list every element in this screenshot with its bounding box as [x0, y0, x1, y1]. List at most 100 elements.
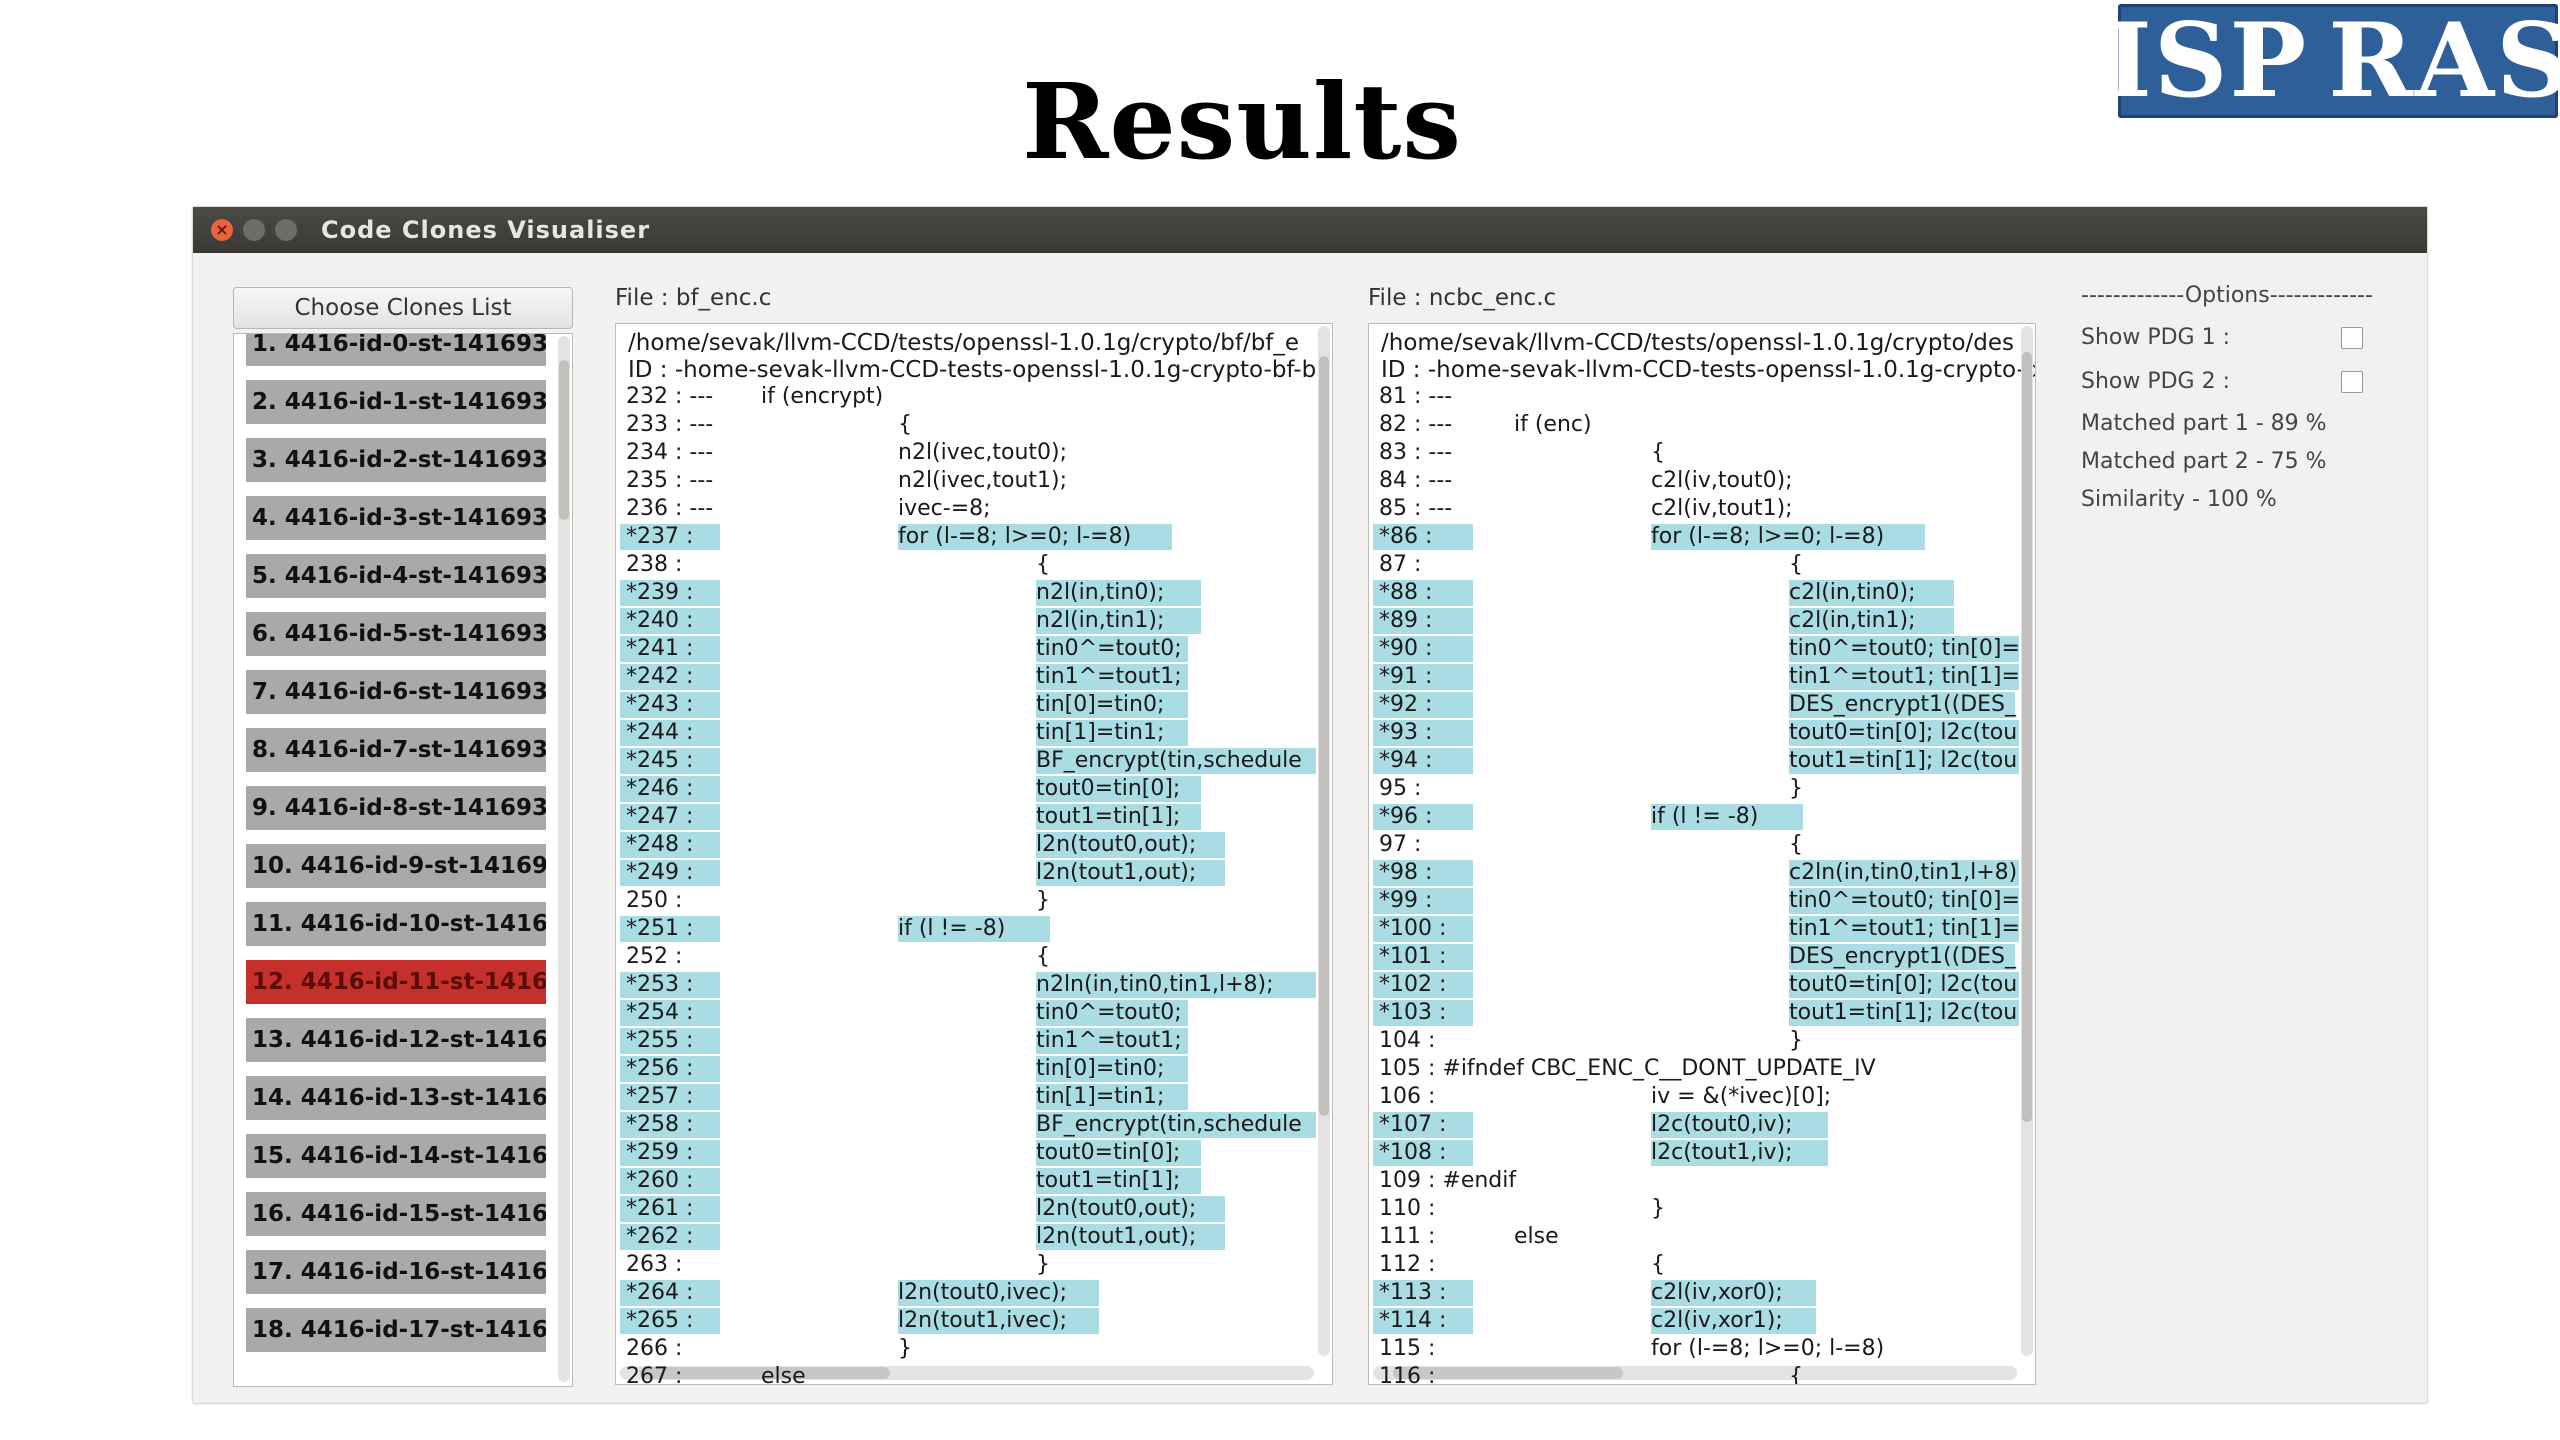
code-line-highlight — [1789, 1000, 2019, 1026]
code-line-text: if (l != -8) — [898, 916, 1006, 941]
clone-list-item[interactable]: 10. 4416-id-9-st-14169303 — [246, 844, 546, 888]
code-panel-1-vscrollbar[interactable] — [1318, 326, 1330, 1356]
choose-clones-list-button[interactable]: Choose Clones List — [233, 287, 573, 329]
close-icon[interactable]: × — [211, 219, 233, 241]
code-panel-2-hscroll-thumb[interactable] — [1393, 1367, 1623, 1379]
code-line-text: tin0^=tout0; — [1036, 1000, 1182, 1025]
clone-list-item[interactable]: 14. 4416-id-13-st-1416930 — [246, 1076, 546, 1120]
code-panel-2[interactable]: /home/sevak/llvm-CCD/tests/openssl-1.0.1… — [1368, 323, 2036, 1385]
code-line-number-highlight — [1373, 692, 1473, 718]
code-panel-1[interactable]: /home/sevak/llvm-CCD/tests/openssl-1.0.1… — [615, 323, 1333, 1385]
code-line-text: tin1^=tout1; tin[1]= — [1789, 664, 2020, 689]
minimize-icon[interactable] — [243, 219, 265, 241]
code-line-number: 106 : — [1379, 1084, 1436, 1109]
code-panel-2-vscroll-thumb[interactable] — [2022, 352, 2032, 1122]
file1-path: /home/sevak/llvm-CCD/tests/openssl-1.0.1… — [628, 330, 1300, 356]
code-line-number: *113 : — [1379, 1280, 1447, 1305]
code-line-number: *107 : — [1379, 1112, 1447, 1137]
code-line-text: l2c(tout1,iv); — [1651, 1140, 1793, 1165]
code-line-number-highlight — [620, 1084, 720, 1110]
app-window: × Code Clones Visualiser Choose Clones L… — [193, 207, 2427, 1403]
logo-text-ras: RAS — [2328, 1, 2560, 121]
clone-list-item[interactable]: 13. 4416-id-12-st-1416930 — [246, 1018, 546, 1062]
code-panel-1-vscroll-thumb[interactable] — [1319, 356, 1329, 1116]
clone-list-item[interactable]: 12. 4416-id-11-st-1416930 — [246, 960, 546, 1004]
code-line-text: tout0=tin[0]; l2c(tou — [1789, 720, 2018, 745]
code-line-number-highlight — [1373, 1308, 1473, 1334]
code-line-number-highlight — [1373, 1000, 1473, 1026]
code-line-number: 252 : — [626, 944, 683, 969]
window-title: Code Clones Visualiser — [321, 216, 651, 244]
clone-list-item[interactable]: 1. 4416-id-0-st-141693017 — [246, 334, 546, 366]
code-line-highlight — [1651, 804, 1804, 830]
clones-list-vscroll-thumb[interactable] — [559, 360, 569, 520]
clones-list[interactable]: 1. 4416-id-0-st-141693017 2. 4416-id-1-s… — [233, 333, 573, 1387]
code-line-highlight — [898, 1280, 1100, 1306]
code-line-text: { — [1651, 1252, 1665, 1277]
code-line-number: 238 : — [626, 552, 683, 577]
code-line-text: { — [1036, 944, 1050, 969]
code-line-number: *89 : — [1379, 608, 1433, 633]
code-line-number-highlight — [1373, 860, 1473, 886]
maximize-icon[interactable] — [275, 219, 297, 241]
code-line-text: { — [898, 412, 912, 437]
code-line-text: l2n(tout0,ivec); — [898, 1280, 1068, 1305]
clone-list-item[interactable]: 6. 4416-id-5-st-141693032 — [246, 612, 546, 656]
code-line-number-highlight — [620, 748, 720, 774]
code-line-number-highlight — [1373, 580, 1473, 606]
code-panel-1-hscroll-thumb[interactable] — [640, 1367, 890, 1379]
clones-list-vscrollbar[interactable] — [558, 336, 570, 1382]
code-line-number: *262 : — [626, 1224, 694, 1249]
clone-list-item[interactable]: 7. 4416-id-6-st-141693032 — [246, 670, 546, 714]
code-panel-2-hscrollbar[interactable] — [1373, 1366, 2017, 1380]
code-line-highlight — [1651, 1112, 1828, 1138]
code-line-number-highlight — [620, 1308, 720, 1334]
code-line-number: 263 : — [626, 1252, 683, 1277]
code-panel-2-vscrollbar[interactable] — [2021, 326, 2033, 1356]
code-line-highlight — [898, 1308, 1100, 1334]
code-line-highlight — [1789, 888, 2019, 914]
clone-list-item[interactable]: 8. 4416-id-7-st-141693032 — [246, 728, 546, 772]
code-line-number: 109 : #endif — [1379, 1168, 1517, 1193]
clone-list-item[interactable]: 17. 4416-id-16-st-1416930 — [246, 1250, 546, 1294]
code-line-text: { — [1651, 440, 1665, 465]
code-line-text: else — [1514, 1224, 1559, 1249]
code-line-number: *103 : — [1379, 1000, 1447, 1025]
show-pdg2-checkbox[interactable] — [2341, 371, 2363, 393]
code-line-number: *240 : — [626, 608, 694, 633]
clone-list-item[interactable]: 16. 4416-id-15-st-1416930 — [246, 1192, 546, 1236]
code-line-highlight — [1789, 580, 1954, 606]
code-line-highlight — [1789, 664, 2019, 690]
show-pdg1-checkbox[interactable] — [2341, 327, 2363, 349]
code-line-number-highlight — [620, 1140, 720, 1166]
code-line-highlight — [1036, 580, 1201, 606]
clone-list-item[interactable]: 2. 4416-id-1-st-141693020 — [246, 380, 546, 424]
clone-list-item[interactable]: 11. 4416-id-10-st-1416930 — [246, 902, 546, 946]
code-panel-1-hscrollbar[interactable] — [620, 1366, 1314, 1380]
code-line-text: tin[1]=tin1; — [1036, 1084, 1165, 1109]
code-line-text: l2n(tout1,out); — [1036, 1224, 1197, 1249]
code-line-number: 115 : — [1379, 1336, 1436, 1361]
code-line-highlight — [1036, 1168, 1201, 1194]
clone-list-item[interactable]: 5. 4416-id-4-st-141693032 — [246, 554, 546, 598]
clone-list-item[interactable]: 4. 4416-id-3-st-141693031 — [246, 496, 546, 540]
code-line-number: *88 : — [1379, 580, 1433, 605]
code-line-number-highlight — [620, 1196, 720, 1222]
file2-path: /home/sevak/llvm-CCD/tests/openssl-1.0.1… — [1381, 330, 2014, 356]
code-line-number-highlight — [620, 804, 720, 830]
code-line-number: *108 : — [1379, 1140, 1447, 1165]
clone-list-item[interactable]: 15. 4416-id-14-st-1416930 — [246, 1134, 546, 1178]
clone-list-item[interactable]: 3. 4416-id-2-st-141693026 — [246, 438, 546, 482]
code-line-highlight — [1036, 720, 1189, 746]
code-line-text: DES_encrypt1((DES_ — [1789, 944, 2017, 969]
code-line-highlight — [1036, 1140, 1201, 1166]
clone-list-item[interactable]: 18. 4416-id-17-st-1416930 — [246, 1308, 546, 1352]
code-line-number: 233 : --- — [626, 412, 714, 437]
code-line-number: *264 : — [626, 1280, 694, 1305]
code-line-number: *247 : — [626, 804, 694, 829]
code-line-text: l2n(tout1,ivec); — [898, 1308, 1068, 1333]
code-line-text: l2c(tout0,iv); — [1651, 1112, 1793, 1137]
code-line-highlight — [1651, 1140, 1828, 1166]
clone-list-item[interactable]: 9. 4416-id-8-st-141693033 — [246, 786, 546, 830]
code-line-text: for (l-=8; l>=0; l-=8) — [898, 524, 1132, 549]
